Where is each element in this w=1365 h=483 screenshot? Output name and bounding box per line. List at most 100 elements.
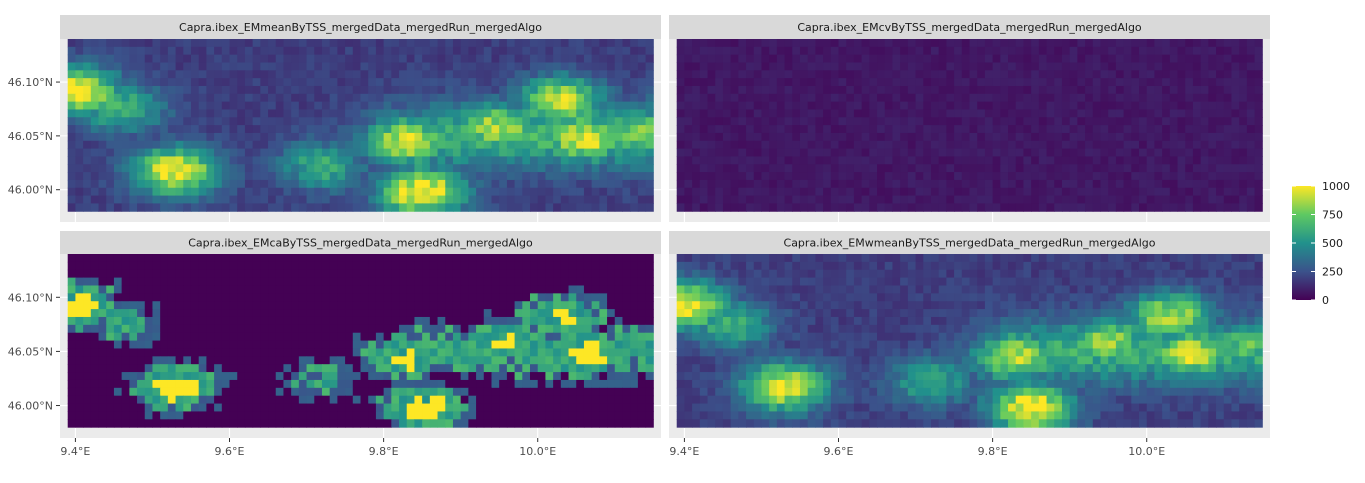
raster-cell <box>330 325 338 333</box>
raster-cell <box>222 309 230 317</box>
raster-cell <box>75 372 83 380</box>
raster-cell <box>677 203 685 211</box>
raster-cell <box>831 141 839 149</box>
raster-cell <box>191 317 199 325</box>
raster-cell <box>461 149 469 157</box>
raster-cell <box>576 411 584 419</box>
raster-cell <box>283 270 291 278</box>
raster-cell <box>476 285 484 293</box>
raster-cell <box>931 62 939 70</box>
raster-cell <box>561 356 569 364</box>
raster-cell <box>399 164 407 172</box>
raster-cell <box>569 278 577 286</box>
raster-cell <box>199 404 207 412</box>
raster-cell <box>607 141 615 149</box>
raster-cell <box>769 47 777 55</box>
raster-cell <box>1070 180 1078 188</box>
raster-cell <box>176 372 184 380</box>
raster-cell <box>129 39 137 47</box>
raster-cell <box>391 270 399 278</box>
raster-cell <box>176 180 184 188</box>
raster-cell <box>569 380 577 388</box>
raster-cell <box>237 141 245 149</box>
raster-cell <box>808 156 816 164</box>
raster-cell <box>1039 149 1047 157</box>
raster-cell <box>484 356 492 364</box>
raster-cell <box>607 149 615 157</box>
raster-cell <box>538 102 546 110</box>
raster-cell <box>276 380 284 388</box>
raster-cell <box>1008 109 1016 117</box>
raster-cell <box>484 341 492 349</box>
raster-cell <box>615 47 623 55</box>
raster-cell <box>576 149 584 157</box>
raster-cell <box>214 125 222 133</box>
raster-cell <box>353 133 361 141</box>
raster-cell <box>345 78 353 86</box>
raster-cell <box>122 62 130 70</box>
raster-cell <box>260 404 268 412</box>
raster-cell <box>237 172 245 180</box>
raster-cell <box>561 293 569 301</box>
raster-cell <box>245 55 253 63</box>
raster-cell <box>731 141 739 149</box>
raster-cell <box>584 333 592 341</box>
raster-cell <box>1239 156 1247 164</box>
raster-cell <box>106 62 114 70</box>
raster-cell <box>99 278 107 286</box>
raster-cell <box>599 188 607 196</box>
raster-cell <box>75 404 83 412</box>
raster-cell <box>291 133 299 141</box>
raster-cell <box>214 47 222 55</box>
raster-cell <box>361 149 369 157</box>
raster-cell <box>923 47 931 55</box>
raster-cell <box>268 149 276 157</box>
raster-cell <box>461 309 469 317</box>
raster-cell <box>476 141 484 149</box>
raster-cell <box>1077 78 1085 86</box>
raster-cell <box>137 270 145 278</box>
raster-cell <box>615 317 623 325</box>
raster-cell <box>268 188 276 196</box>
raster-cell <box>962 47 970 55</box>
raster-cell <box>438 325 446 333</box>
raster-cell <box>422 404 430 412</box>
raster-cell <box>692 39 700 47</box>
raster-cell <box>553 372 561 380</box>
raster-cell <box>561 348 569 356</box>
raster-cell <box>114 317 122 325</box>
raster-cell <box>214 372 222 380</box>
raster-cell <box>168 325 176 333</box>
raster-cell <box>476 149 484 157</box>
raster-cell <box>399 188 407 196</box>
raster-cell <box>83 149 91 157</box>
raster-cell <box>106 164 114 172</box>
raster-cell <box>954 141 962 149</box>
raster-cell <box>268 203 276 211</box>
raster-cell <box>638 188 646 196</box>
raster-cell <box>569 364 577 372</box>
raster-cell <box>199 262 207 270</box>
raster-cell <box>299 62 307 70</box>
raster-cell <box>191 172 199 180</box>
raster-cell <box>939 94 947 102</box>
raster-cell <box>484 333 492 341</box>
raster-cell <box>1070 109 1078 117</box>
raster-cell <box>507 172 515 180</box>
raster-cell <box>422 372 430 380</box>
raster-cell <box>476 356 484 364</box>
raster-cell <box>746 149 754 157</box>
raster-cell <box>1124 188 1132 196</box>
raster-cell <box>453 133 461 141</box>
raster-cell <box>769 149 777 157</box>
raster-cell <box>191 94 199 102</box>
raster-cell <box>1100 94 1108 102</box>
raster-cell <box>731 149 739 157</box>
raster-cell <box>507 372 515 380</box>
raster-cell <box>484 188 492 196</box>
raster-cell <box>283 411 291 419</box>
raster-cell <box>199 117 207 125</box>
raster-cell <box>276 333 284 341</box>
raster-cell <box>538 109 546 117</box>
raster-cell <box>754 86 762 94</box>
